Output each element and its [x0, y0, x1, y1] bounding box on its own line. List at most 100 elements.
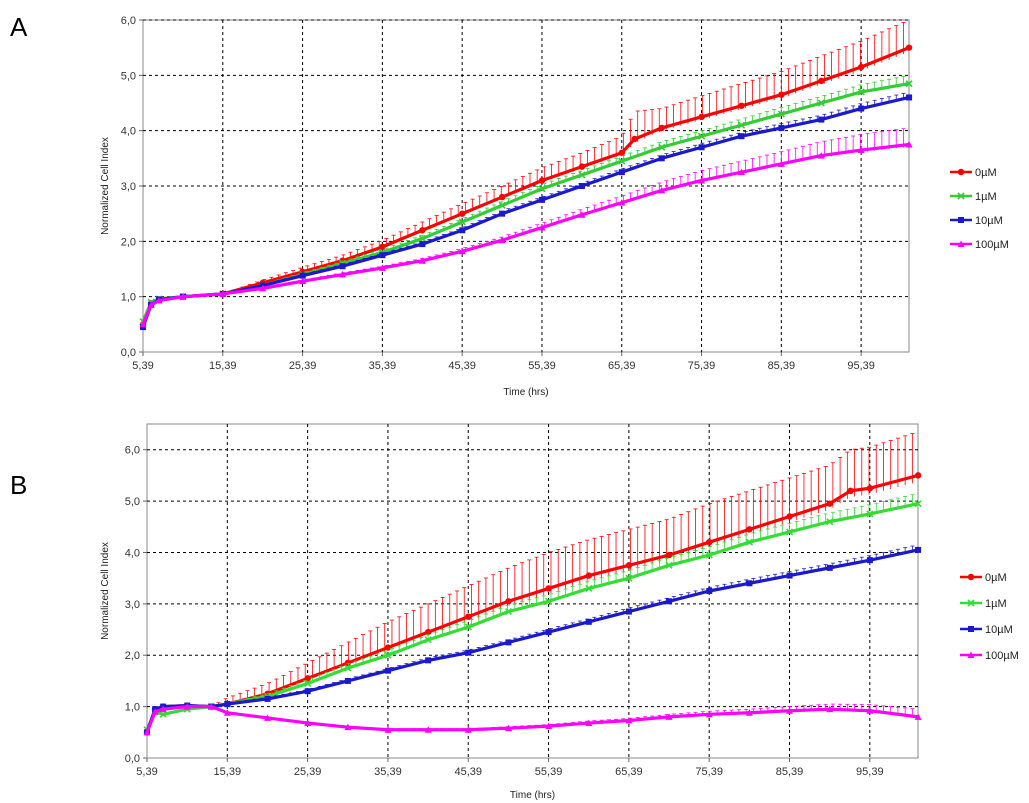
- data-point: [658, 143, 666, 151]
- data-point: [344, 664, 352, 672]
- data-point: [147, 301, 155, 308]
- data-point: [183, 703, 191, 710]
- legend-label: 10µM: [985, 624, 1013, 636]
- y-tick-label: 1,0: [121, 292, 136, 304]
- data-point: [658, 186, 666, 194]
- data-point: [786, 528, 794, 536]
- data-point: [464, 623, 472, 631]
- data-point: [786, 513, 793, 520]
- panel-label-b: B: [10, 470, 27, 500]
- data-point: [858, 63, 865, 71]
- x-tick-label: 45,39: [454, 766, 482, 778]
- x-axis-title: Time (hrs): [503, 387, 548, 398]
- legend: 0µM 1µM 10µM 100µM: [950, 167, 1009, 251]
- data-point: [578, 163, 586, 170]
- data-point: [344, 659, 352, 667]
- data-point: [339, 263, 346, 270]
- legend-marker: [957, 192, 965, 200]
- panel-label-a: A: [10, 12, 28, 42]
- data-point: [786, 572, 793, 579]
- data-point: [379, 252, 386, 259]
- data-point: [818, 116, 825, 123]
- data-point: [418, 257, 426, 264]
- data-point: [344, 677, 351, 684]
- legend-item: 1µM: [960, 598, 1007, 610]
- data-point: [914, 713, 922, 720]
- chart-panel-a: 5,39 15,39 25,39 35,39 45,39 55,39 65,39 75,39 8…: [100, 15, 1009, 398]
- data-point: [625, 716, 633, 724]
- y-tick-label: 0,0: [121, 347, 136, 359]
- data-point: [151, 708, 159, 715]
- data-point: [914, 500, 922, 508]
- data-point: [625, 608, 632, 615]
- legend-label: 10µM: [975, 215, 1003, 227]
- y-tick-label: 4,0: [125, 547, 140, 559]
- data-point: [498, 236, 506, 244]
- error-bars: [226, 22, 906, 293]
- chart-panel-b: 5,39 15,39 25,39 35,39 45,39 55,39 65,39 75,39 8…: [100, 423, 1019, 801]
- data-point: [418, 235, 426, 243]
- data-point: [545, 629, 552, 636]
- data-point: [264, 714, 272, 721]
- y-tick-label: 5,0: [121, 70, 136, 82]
- data-point: [424, 726, 432, 733]
- data-point: [299, 277, 307, 285]
- data-point: [737, 121, 746, 129]
- data-point: [155, 297, 163, 304]
- data-point: [665, 713, 673, 720]
- legend: 0µM 1µM 10µM 100µM: [960, 572, 1019, 662]
- y-axis-title: Normalized Cell Index: [100, 137, 111, 235]
- y-tick-label: 4,0: [121, 126, 136, 138]
- x-tick-label: 75,39: [695, 766, 723, 778]
- data-point: [424, 636, 432, 644]
- data-point: [498, 193, 506, 201]
- legend-marker: [958, 217, 964, 223]
- data-point: [464, 726, 472, 733]
- plot-area: [146, 423, 919, 759]
- data-point: [505, 598, 512, 605]
- data-point: [826, 705, 834, 713]
- data-point: [631, 135, 638, 143]
- legend-item: 1µM: [950, 191, 997, 203]
- data-point: [304, 688, 311, 695]
- y-axis-title: Normalized Cell Index: [100, 542, 111, 640]
- x-tick-label: 85,39: [768, 360, 796, 372]
- series-line: [141, 142, 910, 325]
- data-point: [344, 723, 352, 731]
- data-point: [419, 241, 426, 248]
- data-point: [618, 199, 626, 206]
- data-point: [578, 211, 586, 218]
- data-point: [847, 487, 854, 494]
- legend-marker: [967, 599, 975, 607]
- data-point: [914, 472, 922, 479]
- data-point: [866, 707, 874, 714]
- data-point: [866, 510, 874, 518]
- data-point: [858, 105, 865, 112]
- data-point: [666, 598, 673, 605]
- data-point: [505, 639, 512, 646]
- legend-marker: [967, 573, 975, 581]
- data-point: [777, 110, 785, 118]
- y-tick-label: 2,0: [121, 236, 136, 248]
- data-point: [259, 284, 267, 292]
- data-point: [264, 695, 271, 702]
- legend-label: 100µM: [975, 239, 1009, 251]
- y-tick-label: 3,0: [121, 181, 136, 193]
- data-point: [499, 210, 506, 217]
- data-point: [378, 264, 386, 271]
- data-point: [299, 272, 306, 279]
- y-tick-label: 3,0: [125, 599, 140, 611]
- x-tick-label: 65,39: [615, 766, 643, 778]
- series-100µM: [139, 128, 913, 328]
- data-point: [425, 657, 432, 664]
- data-point: [419, 227, 426, 234]
- data-point: [665, 551, 673, 559]
- data-point: [424, 628, 432, 636]
- data-point: [545, 597, 553, 605]
- data-point: [159, 705, 167, 713]
- x-tick-label: 55,39: [535, 766, 563, 778]
- data-point: [143, 728, 151, 736]
- data-point: [915, 546, 922, 553]
- data-point: [179, 293, 187, 300]
